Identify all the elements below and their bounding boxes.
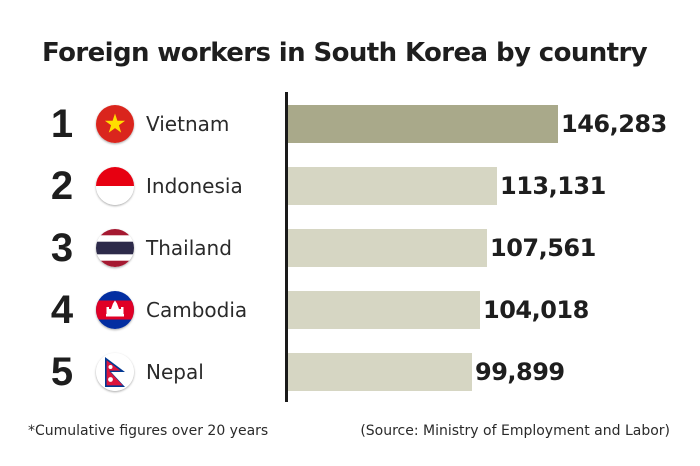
bar <box>288 229 487 267</box>
rank-number: 3 <box>50 226 74 270</box>
bar <box>288 105 558 143</box>
rank-number: 1 <box>50 102 74 146</box>
value-label: 104,018 <box>483 296 589 324</box>
indonesia-flag-icon <box>96 167 134 205</box>
chart-title: Foreign workers in South Korea by countr… <box>42 38 648 68</box>
country-label: Cambodia <box>146 298 248 322</box>
country-label: Indonesia <box>146 174 243 198</box>
bar <box>288 167 497 205</box>
value-label: 113,131 <box>500 172 606 200</box>
rank-number: 2 <box>50 164 74 208</box>
bar <box>288 353 472 391</box>
value-label: 107,561 <box>490 234 596 262</box>
country-label: Vietnam <box>146 112 230 136</box>
nepal-flag-icon <box>96 353 134 391</box>
thailand-flag-icon <box>96 229 134 267</box>
rank-number: 4 <box>50 288 74 332</box>
country-label: Nepal <box>146 360 204 384</box>
rank-number: 5 <box>50 350 74 394</box>
footnote: *Cumulative figures over 20 years <box>28 423 269 439</box>
cambodia-flag-icon <box>96 291 134 329</box>
source-note: (Source: Ministry of Employment and Labo… <box>360 423 670 439</box>
axis-line <box>285 92 288 402</box>
value-label: 99,899 <box>475 358 565 386</box>
bar <box>288 291 480 329</box>
value-label: 146,283 <box>561 110 667 138</box>
vietnam-flag-icon <box>96 105 134 143</box>
country-label: Thailand <box>146 236 232 260</box>
